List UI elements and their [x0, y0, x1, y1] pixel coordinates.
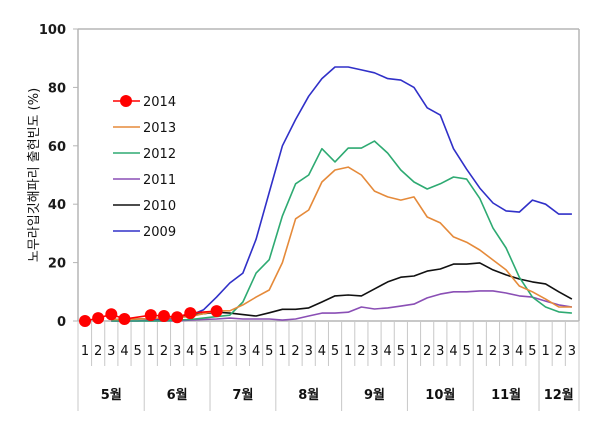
legend-label: 2012 [143, 147, 176, 162]
x-week-label: 4 [120, 344, 128, 359]
x-week-label: 1 [344, 344, 352, 359]
data-point-2014 [144, 309, 157, 322]
x-week-label: 4 [186, 344, 194, 359]
data-point-2014 [171, 311, 184, 324]
x-week-label: 3 [370, 344, 378, 359]
x-week-label: 2 [555, 344, 563, 359]
legend-marker [120, 95, 132, 107]
y-tick-label: 40 [48, 198, 66, 213]
data-point-2014 [157, 310, 170, 323]
series-line-2009 [111, 66, 572, 322]
data-point-2014 [184, 307, 197, 320]
data-point-2014 [118, 312, 131, 325]
y-tick-label: 0 [57, 315, 66, 330]
data-point-2014 [105, 308, 118, 321]
series-2012 [111, 140, 572, 322]
x-week-label: 2 [160, 344, 168, 359]
x-week-label: 1 [278, 344, 286, 359]
x-week-label: 5 [265, 344, 273, 359]
x-week-label: 4 [515, 344, 523, 359]
x-week-label: 2 [226, 344, 234, 359]
legend-item-2011: 2011 [113, 173, 176, 188]
legend-label: 2013 [143, 121, 176, 136]
legend-item-2009: 2009 [113, 225, 176, 240]
x-week-label: 1 [147, 344, 155, 359]
series-layer [79, 66, 573, 327]
y-tick-label: 20 [48, 257, 66, 272]
y-tick-label: 100 [39, 23, 66, 38]
x-week-label: 3 [173, 344, 181, 359]
legend-label: 2010 [143, 199, 176, 214]
x-week-label: 5 [331, 344, 339, 359]
x-week-label: 3 [305, 344, 313, 359]
x-week-label: 3 [239, 344, 247, 359]
x-month-label: 12월 [544, 387, 574, 403]
x-month-label: 6월 [167, 387, 188, 403]
x-month-label: 5월 [101, 387, 122, 403]
x-month-label: 11월 [491, 387, 521, 403]
x-week-label: 5 [462, 344, 470, 359]
legend-label: 2014 [143, 95, 176, 110]
y-tick-label: 60 [48, 140, 66, 155]
x-week-label: 1 [410, 344, 418, 359]
x-month-label: 10월 [425, 387, 455, 403]
x-week-label: 1 [476, 344, 484, 359]
data-point-2014 [79, 315, 91, 327]
x-week-label: 4 [252, 344, 260, 359]
legend-label: 2011 [143, 173, 176, 188]
x-week-label: 3 [502, 344, 510, 359]
series-2010 [111, 262, 573, 321]
legend-item-2013: 2013 [113, 121, 176, 136]
x-month-label: 8월 [298, 387, 319, 403]
x-week-label: 1 [541, 344, 549, 359]
y-axis-label: 노무라입깃해파리 출현빈도 (%) [27, 88, 42, 262]
x-week-label: 3 [436, 344, 444, 359]
x-week-label: 1 [81, 344, 89, 359]
legend-item-2012: 2012 [113, 147, 176, 162]
x-week-label: 5 [199, 344, 207, 359]
x-week-label: 2 [291, 344, 299, 359]
x-week-label: 2 [94, 344, 102, 359]
legend-item-2014: 2014 [113, 95, 176, 110]
x-week-label: 2 [423, 344, 431, 359]
x-week-label: 3 [568, 344, 576, 359]
x-week-label: 2 [357, 344, 365, 359]
x-week-label: 5 [397, 344, 405, 359]
data-point-2014 [92, 312, 105, 325]
x-week-label: 4 [318, 344, 326, 359]
y-tick-label: 80 [48, 81, 66, 96]
x-week-label: 1 [212, 344, 220, 359]
legend-item-2010: 2010 [113, 199, 176, 214]
legend-label: 2009 [143, 225, 176, 240]
series-2009 [111, 66, 572, 322]
legend: 2014 2013 2012 2011 2010 2009 [113, 95, 176, 240]
x-week-label: 2 [489, 344, 497, 359]
x-week-label: 5 [133, 344, 141, 359]
data-point-2014 [210, 305, 223, 318]
x-week-label: 5 [528, 344, 536, 359]
series-line-2012 [111, 140, 572, 322]
series-2014 [79, 305, 223, 327]
x-week-label: 4 [449, 344, 457, 359]
x-week-label: 3 [107, 344, 115, 359]
x-month-label: 9월 [364, 387, 385, 403]
x-week-label: 4 [384, 344, 392, 359]
series-line-2010 [111, 262, 573, 321]
x-month-label: 7월 [232, 387, 253, 403]
